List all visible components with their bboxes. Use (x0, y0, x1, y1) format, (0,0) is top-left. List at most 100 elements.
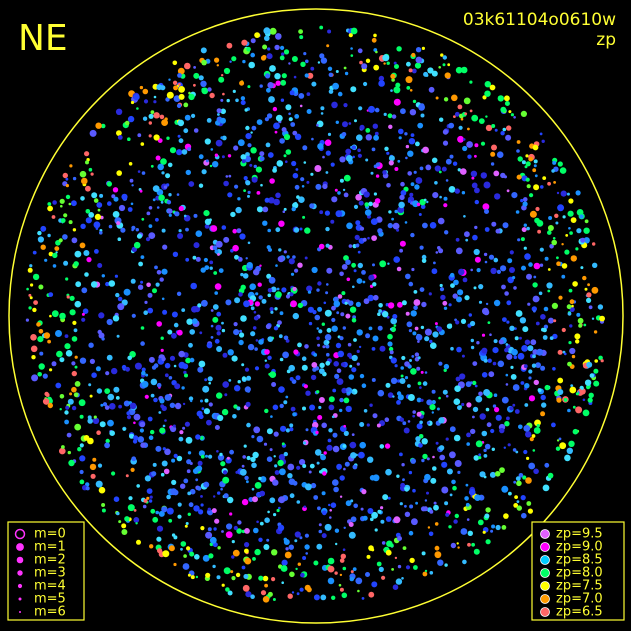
star (359, 422, 365, 427)
star (324, 334, 332, 341)
star (424, 336, 430, 342)
star (432, 466, 437, 471)
star (278, 496, 286, 504)
star (267, 152, 274, 158)
star (467, 530, 473, 536)
star (90, 172, 94, 176)
star (325, 291, 329, 295)
star (586, 292, 592, 298)
star (37, 230, 42, 236)
star (189, 357, 195, 363)
star (396, 379, 401, 383)
star (520, 237, 525, 242)
star (323, 451, 327, 455)
star (97, 263, 103, 268)
star (586, 361, 593, 368)
star (285, 104, 292, 111)
star (411, 68, 417, 74)
star (325, 171, 329, 174)
star (328, 404, 335, 411)
star (434, 522, 439, 526)
star (242, 59, 246, 64)
star (317, 143, 324, 150)
star (432, 455, 435, 459)
star (303, 384, 308, 389)
star (518, 473, 524, 478)
star (345, 387, 350, 393)
star (583, 237, 590, 244)
star (443, 97, 449, 102)
star (460, 117, 464, 121)
star (74, 300, 82, 308)
star (133, 435, 139, 441)
star (397, 159, 401, 163)
star (314, 165, 322, 172)
star (485, 407, 490, 412)
star (570, 217, 577, 224)
star (492, 404, 497, 408)
star (184, 62, 191, 70)
star (342, 444, 347, 448)
star (409, 109, 417, 116)
star (327, 577, 335, 585)
star (304, 483, 312, 491)
star (266, 456, 273, 463)
star (166, 136, 170, 140)
star (493, 257, 499, 263)
star (171, 311, 178, 318)
star (368, 591, 375, 598)
star (83, 435, 90, 441)
star (358, 345, 362, 349)
star (252, 326, 257, 330)
star (400, 190, 407, 196)
star (541, 327, 545, 332)
star (447, 63, 451, 67)
star (217, 546, 221, 550)
star (140, 341, 145, 346)
star (505, 383, 509, 386)
star (65, 184, 69, 188)
star (411, 52, 416, 58)
star (496, 151, 504, 158)
star (129, 433, 135, 439)
star (273, 122, 280, 130)
star (178, 361, 186, 369)
star (370, 218, 378, 226)
star (528, 369, 533, 374)
star (506, 125, 512, 131)
star (481, 347, 488, 354)
star (329, 516, 332, 519)
star (328, 428, 333, 433)
star (226, 98, 230, 103)
star (448, 303, 452, 307)
star (509, 250, 514, 255)
star (456, 346, 462, 353)
star (80, 196, 85, 201)
star (246, 46, 251, 52)
star (139, 189, 143, 193)
star (280, 565, 288, 572)
star (529, 210, 537, 218)
star (153, 95, 157, 99)
star (440, 294, 446, 301)
star (532, 354, 536, 359)
star (438, 445, 445, 451)
star (291, 56, 298, 62)
star (431, 268, 438, 275)
star (98, 332, 105, 339)
star (256, 435, 264, 443)
star (556, 261, 561, 267)
star (156, 321, 162, 327)
star (439, 454, 446, 461)
star (168, 213, 172, 217)
star (277, 320, 282, 325)
star (71, 336, 78, 342)
star (431, 70, 438, 77)
star (223, 180, 229, 187)
star (212, 316, 219, 323)
star (526, 501, 532, 506)
star (295, 375, 301, 381)
star (310, 374, 317, 381)
star (259, 151, 265, 157)
star (549, 336, 554, 340)
